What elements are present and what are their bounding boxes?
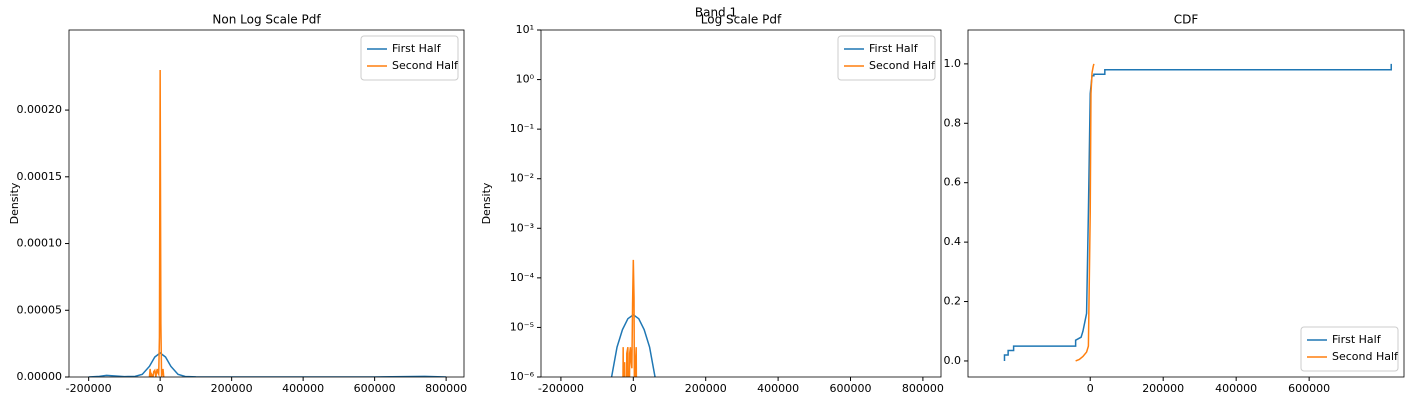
- series-line: [1003, 63, 1392, 361]
- legend-label: First Half: [392, 42, 442, 55]
- y-tick-label: 10⁻²: [510, 172, 534, 185]
- legend-label: Second Half: [1332, 350, 1399, 363]
- subplot: CDF 0 200000 400000 600000 0.0 0.2 0.4 0.6 0.8 1.0…: [944, 13, 1405, 395]
- subplot: Log Scale Pdf Density -200000 0 200000 400000…: [480, 13, 944, 396]
- y-tick-label: 0.2: [944, 295, 962, 308]
- x-tick-label: 600000: [830, 382, 872, 395]
- legend-label: First Half: [869, 42, 919, 55]
- series-line: [622, 259, 638, 377]
- plot-area: [610, 259, 656, 377]
- y-tick-label: 10⁻⁵: [510, 320, 534, 333]
- y-tick-label: 0.00020: [17, 103, 63, 116]
- y-tick-label: 10⁻⁶: [510, 370, 535, 383]
- subplot-title: CDF: [1174, 13, 1199, 27]
- figure-title: Band 1: [695, 6, 737, 20]
- y-tick-label: 0.4: [944, 235, 962, 248]
- series-line: [88, 352, 447, 377]
- y-tick-label: 0.00015: [17, 170, 63, 183]
- plot-area: [1003, 63, 1392, 362]
- axes-frame: [68, 29, 465, 378]
- legend-label: First Half: [1332, 333, 1382, 346]
- y-tick-label: 10⁻³: [510, 221, 534, 234]
- y-tick-label: 10¹: [516, 23, 534, 36]
- y-tick-label: 10⁻¹: [510, 122, 534, 135]
- y-tick-label: 1.0: [944, 57, 962, 70]
- y-tick-label: 0.0: [944, 354, 962, 367]
- subplot-title: Log Scale Pdf: [701, 13, 782, 27]
- legend-label: Second Half: [869, 59, 936, 72]
- x-tick-label: 800000: [902, 382, 944, 395]
- x-tick-label: -200000: [66, 382, 112, 395]
- y-axis-label: Density: [8, 182, 21, 224]
- legend: First Half Second Half: [360, 35, 459, 81]
- legend-box: [360, 35, 459, 81]
- y-axis-label: Density: [480, 182, 493, 224]
- series-line: [610, 313, 656, 377]
- x-tick-label: 200000: [1142, 382, 1184, 395]
- series-line: [148, 70, 165, 377]
- legend: First Half Second Half: [837, 35, 936, 81]
- x-tick-label: 200000: [685, 382, 727, 395]
- y-tick-label: 0.8: [944, 116, 962, 129]
- y-tick-label: 0.00010: [17, 237, 63, 250]
- y-tick-label: 10⁰: [516, 73, 535, 86]
- plot-area: [88, 70, 447, 377]
- x-tick-label: 400000: [1215, 382, 1257, 395]
- axes-frame: [967, 29, 1405, 378]
- y-tick-label: 0.6: [944, 176, 962, 189]
- x-tick-label: 0: [630, 382, 637, 395]
- x-tick-label: 0: [157, 382, 164, 395]
- x-tick-label: -200000: [538, 382, 584, 395]
- legend-label: Second Half: [392, 59, 459, 72]
- axes-frame: [540, 29, 942, 378]
- x-tick-label: 400000: [282, 382, 324, 395]
- legend-box: [837, 35, 936, 81]
- x-tick-label: 200000: [211, 382, 253, 395]
- series-line: [1075, 63, 1095, 362]
- legend: First Half Second Half: [1300, 326, 1399, 372]
- y-tick-label: 0.00000: [17, 370, 63, 383]
- legend-box: [1300, 326, 1399, 372]
- y-tick-label: 0.00005: [17, 303, 63, 316]
- x-tick-label: 800000: [425, 382, 467, 395]
- y-tick-label: 10⁻⁴: [510, 271, 535, 284]
- x-tick-label: 0: [1087, 382, 1094, 395]
- x-tick-label: 400000: [757, 382, 799, 395]
- x-tick-label: 600000: [1288, 382, 1330, 395]
- subplot: Non Log Scale Pdf Density -200000 0 200000 40…: [8, 13, 467, 396]
- x-tick-label: 600000: [354, 382, 396, 395]
- subplot-title: Non Log Scale Pdf: [212, 13, 321, 27]
